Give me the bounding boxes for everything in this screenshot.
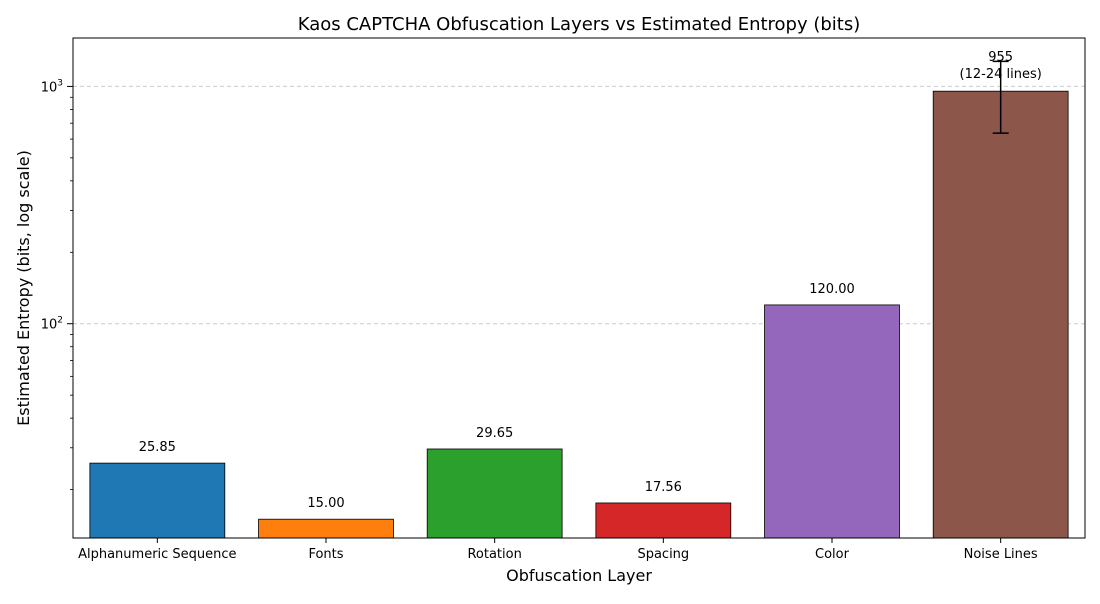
plot-area-frame: [72, 37, 1086, 539]
bar-value-label: 17.56: [645, 480, 682, 495]
bar-color: [764, 304, 900, 539]
x-tick-label: Alphanumeric Sequence: [78, 547, 236, 562]
x-tick-label: Spacing: [637, 547, 689, 562]
y-tick-label: 102: [41, 316, 63, 333]
bar-value-label: 29.65: [476, 426, 513, 441]
x-axis-label: Obfuscation Layer: [506, 566, 652, 585]
y-tick-exponent: 2: [57, 316, 63, 326]
bar-noise-lines: [932, 90, 1069, 539]
x-tick-label: Fonts: [308, 547, 343, 562]
bar-fonts: [258, 518, 394, 539]
bar-value-label: 955: [988, 50, 1013, 65]
bar-alphanumeric-sequence: [89, 462, 226, 539]
bar-value-label: 15.00: [307, 496, 344, 511]
x-tick-label: Color: [815, 547, 850, 562]
bar-extra-label: (12-24 lines): [960, 67, 1042, 82]
x-tick-label: Rotation: [467, 547, 521, 562]
y-tick-label: 103: [41, 78, 63, 95]
bar-rotation: [426, 448, 563, 539]
chart-title: Kaos CAPTCHA Obfuscation Layers vs Estim…: [298, 14, 861, 35]
bar-value-label: 120.00: [809, 282, 855, 297]
bar-value-label: 25.85: [139, 440, 176, 455]
x-tick-label: Noise Lines: [964, 547, 1038, 562]
bar-spacing: [595, 502, 732, 539]
y-tick-exponent: 3: [57, 78, 63, 88]
y-axis-label: Estimated Entropy (bits, log scale): [14, 150, 33, 426]
